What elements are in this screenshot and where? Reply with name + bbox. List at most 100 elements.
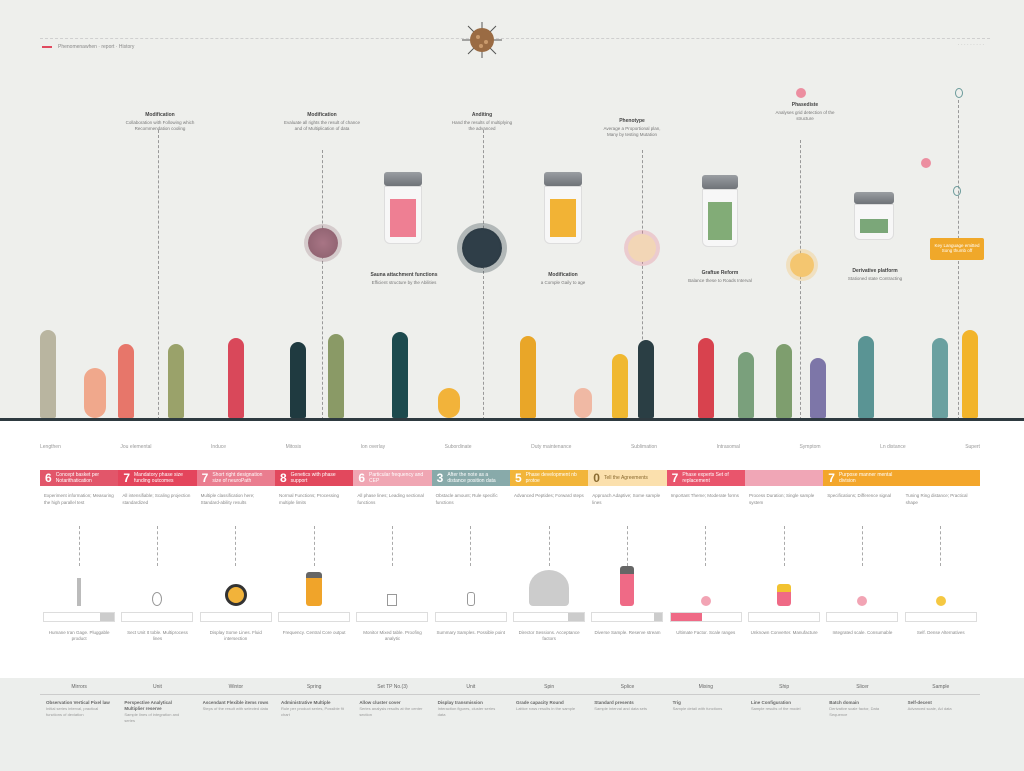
footer-tabs: Mirrors Unit Wintor Spring Set TP No.(3)…: [40, 684, 980, 695]
footer-tab[interactable]: Spin: [544, 684, 555, 690]
phase-band[interactable]: 8 Genetics with phase support: [274, 470, 354, 486]
legend-label: Phenomenawhen · report · History: [58, 44, 135, 50]
phase-band[interactable]: 0 Tell the Agreements: [588, 470, 667, 486]
band-item: Approach Adaptive; Some sample lines: [592, 493, 661, 505]
footer-column: Allow cluster cover Series analysis resul…: [359, 700, 423, 717]
phase-band[interactable]: 6 Particular frequency and CEP: [353, 470, 432, 486]
marker-icon: [796, 88, 806, 98]
progress-bar: [904, 612, 977, 622]
top-column-5: Phasediste Analyses grid detection of the…: [775, 102, 835, 121]
band-item: All phase lines; Leading sectional funct…: [357, 493, 424, 505]
bulb-icon: [152, 592, 163, 606]
footer-tab[interactable]: Unit: [153, 684, 162, 690]
band-item: Process Duration; Single sample system: [748, 493, 815, 505]
footer-tab[interactable]: Mixing: [698, 684, 714, 690]
phase-band[interactable]: 3 After the note as a distance position d…: [431, 470, 510, 486]
footer-column: Batch domain Derivative scale factor, Dat…: [829, 700, 880, 717]
wheelchair-icon: [224, 584, 247, 606]
vial-pink: [384, 172, 422, 244]
footer-tab[interactable]: Slicer: [856, 684, 869, 690]
progress-bar: [121, 612, 194, 622]
phase-band[interactable]: 7 Short right designation size of neuroPa…: [196, 470, 275, 486]
step: Frequency. Central Core output: [275, 520, 353, 660]
legend: Phenomenawhen · report · History: [42, 44, 134, 50]
top-column-2: Modification Evaluate all rights the resu…: [283, 112, 361, 131]
step: Summary Samples. Possible point: [432, 520, 510, 660]
footer-tab[interactable]: Sample: [932, 684, 950, 690]
progress-bar: [669, 612, 742, 622]
footer-tab[interactable]: Set TP No.(3): [377, 684, 408, 690]
virus-icon: [462, 22, 502, 58]
top-rule: [40, 38, 990, 39]
step: Sect Unit It toble. Multiprocess lines: [118, 520, 196, 660]
step: Monitor Mixed table. Proofing analytic: [353, 520, 431, 660]
footer-tab[interactable]: Unit: [466, 684, 476, 690]
legend-swatch: [42, 46, 52, 48]
cells-icon: [529, 570, 570, 606]
footer-tab[interactable]: Spring: [306, 684, 322, 690]
guide-line: [958, 100, 959, 420]
band-item: Important Theme; Moderate forms: [670, 493, 739, 498]
marker-icon: [955, 88, 963, 98]
marker-icon: [921, 158, 931, 168]
band-item: Advanced Peptides; Forward steps: [513, 493, 584, 498]
progress-bar: [356, 612, 429, 622]
vial-caption: Modification a Comple Gaily to age: [540, 272, 586, 285]
guide-line: [642, 150, 643, 420]
guide-line: [322, 150, 323, 420]
vial-caption: Graftue Reform Balance these to Roads Int…: [688, 270, 752, 283]
band-item: Tuning Ring distance; Practical shape: [905, 493, 968, 505]
band-item: Obstacle amount; Rule specific functions: [435, 493, 498, 505]
footer-column: Observation Vertical Pixel law Initial se…: [46, 700, 110, 717]
guide-line: [800, 140, 801, 420]
pink-dot-icon: [700, 596, 711, 606]
guide-line: [158, 130, 159, 420]
virus-icon: [628, 234, 656, 262]
syringe-icon: [77, 578, 82, 606]
pink-dot-icon: [857, 596, 868, 606]
progress-bar: [43, 612, 116, 622]
footer-columns: Observation Vertical Pixel law Initial se…: [40, 700, 980, 724]
progress-bar: [434, 612, 507, 622]
footer-column: Grade capacity Round Lattice rows results…: [515, 700, 576, 711]
lamp-icon: [466, 592, 475, 606]
footer-column: Ascendant Flexible items rows Steps of th…: [202, 700, 269, 711]
phase-band[interactable]: 7 Purpose manner mental division: [823, 470, 902, 486]
step: Director Sessions. Acceptance factors: [510, 520, 588, 660]
highlight-box: Key Language emitted Song thumb off: [930, 238, 984, 260]
top-column-4: Phenotype Average a Proportional plan, Ma…: [603, 118, 661, 137]
footer-tab[interactable]: Ship: [779, 684, 790, 690]
phase-band[interactable]: 7 Phase experts Set of replacement: [666, 470, 745, 486]
footer-tab[interactable]: Mirrors: [71, 684, 87, 690]
amber-vial-icon: [306, 572, 323, 606]
phase-band[interactable]: [744, 470, 824, 486]
virus-icon: [308, 228, 338, 258]
band-item: Normal Functions; Processing multiple li…: [278, 493, 340, 505]
vial-caption: Sauna attachment functions Efficient stru…: [370, 272, 438, 285]
footer-column: Display transmission Interaction figures,…: [437, 700, 496, 717]
vial-green: [702, 175, 738, 247]
footer-column: Trig Sample detail with functions: [672, 700, 723, 711]
band-item: All intensifiable; Scaling projection st…: [122, 493, 191, 505]
phase-band[interactable]: 6 Concept basket per Notarithatication: [40, 470, 119, 486]
step: Humane Iran Gage. Pluggable product: [40, 520, 118, 660]
footer-tab[interactable]: Splice: [620, 684, 635, 690]
timeline-axis: Lengthen Jou elemental Induce Mitosis Ion ov…: [40, 444, 980, 450]
step: Integrated scale. Consumable: [823, 520, 901, 660]
band-items: Experiment information; Measuring the hi…: [40, 492, 980, 506]
phase-band[interactable]: 5 Phase development nb protoe: [509, 470, 589, 486]
progress-bar: [826, 612, 899, 622]
footer-column: Administrative Multiple Rule per product …: [280, 700, 344, 717]
phase-band[interactable]: 7 Mandatory phase size funding outcomes: [118, 470, 197, 486]
band-item: Experiment information; Measuring the hi…: [44, 493, 114, 505]
phase-band[interactable]: [901, 470, 980, 486]
guide-line: [483, 130, 484, 420]
footer-tab[interactable]: Wintor: [228, 684, 244, 690]
footer-column: Line Configuration Sample results of the …: [750, 700, 801, 711]
progress-bar: [513, 612, 586, 622]
progress-bar: [748, 612, 821, 622]
step: Self. Dense Alternatives: [902, 520, 980, 660]
smiley-jar-icon: [777, 584, 792, 606]
step: Ultimate Factor. Scale ranges: [667, 520, 745, 660]
